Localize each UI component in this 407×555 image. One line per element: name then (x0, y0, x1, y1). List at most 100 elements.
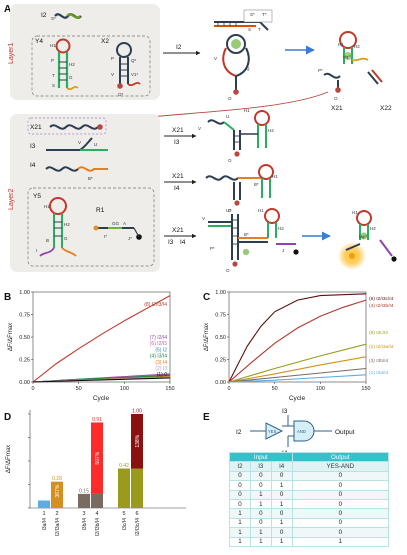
table-cell: 0 (270, 470, 293, 482)
table-cell: 0 (291, 470, 390, 482)
table-cell: 0 (249, 517, 272, 529)
truth-table-header: I3 (249, 461, 272, 472)
bar-value-label: 0.91 (92, 417, 102, 423)
table-cell: 1 (229, 536, 251, 547)
table-cell: 0 (229, 470, 251, 482)
table-cell: 0 (291, 517, 390, 529)
legend-entry: (5) I2 (155, 347, 167, 353)
x2-label: X2 (101, 38, 109, 45)
p1-v2: V (198, 126, 201, 131)
panel-d: D 0.28 367% 0.15 0.91 507% 0.42 1.00 138% 1I3a/… (4, 409, 186, 536)
y-tick-label: 0.00 (19, 380, 30, 386)
bar-base (91, 493, 103, 508)
y5-domain-b: B (46, 238, 49, 243)
bar (78, 493, 90, 508)
chart-c-xlabel: Cycle (289, 395, 306, 402)
series-line (228, 343, 367, 383)
table-cell: 0 (291, 527, 390, 538)
layer2-product-1 (207, 110, 270, 157)
series-line (228, 299, 367, 383)
table-cell: 0 (291, 498, 390, 510)
i4-strand (45, 166, 79, 172)
bar-base (131, 468, 143, 508)
p3-h2: H2 (278, 226, 284, 231)
y4-domain-g: G (69, 75, 73, 80)
panel-a: A Layer1 I2 S* Y4 H1 P H2 T G S X2 (4, 4, 397, 273)
layer2-arrow-3-in-b: I3 (168, 239, 174, 246)
layer1-label: Layer1 (8, 42, 15, 64)
legend-entry: (4) I2/I3b/I4 (369, 303, 394, 309)
p2-bstar: B* (254, 182, 259, 187)
table-cell: 0 (291, 489, 390, 500)
series-line (228, 356, 367, 383)
complex-o: O (228, 96, 232, 101)
complex-t: T (258, 27, 261, 32)
complex-q: Q (246, 66, 250, 71)
y-tick-label: 0.50 (19, 335, 30, 341)
table-cell: 0 (270, 527, 293, 538)
table-cell: 1 (270, 498, 293, 510)
layer2-x21-label: X21 (30, 124, 42, 131)
panel-e: E I2 I3 I4 YES AND Output (203, 408, 355, 457)
y4-domain-t: T (52, 73, 55, 78)
p1-h2: H2 (268, 128, 274, 133)
r1-reporter (93, 225, 142, 240)
cleaved-h1: H1 (338, 42, 344, 47)
legend-entry: (6) I2/I3 (150, 341, 167, 347)
legend-entry: (5) I3c/I4 (369, 330, 388, 336)
series-line (228, 293, 367, 383)
i2-domain-s: S* (51, 16, 56, 21)
i4-label: I4 (30, 162, 36, 169)
chart-c-legend: (6) I2/I3c/I4(4) I2/I3b/I4 (5) I3c/I4 (2) … (369, 296, 394, 376)
bar-category-label: I2/I3c/I4 (135, 518, 141, 536)
truth-table-output-group: Output (291, 451, 390, 463)
x-tick-label: 0 (31, 386, 34, 392)
legend-entry: (7) I2/I4 (150, 335, 167, 341)
x2-hairpin (116, 42, 141, 89)
panel-a-label: A (4, 4, 11, 15)
gate-input-i2: I2 (236, 429, 242, 436)
layer2-x21-strand (49, 124, 99, 130)
layer2-arrow-1-in-a: X21 (172, 127, 184, 134)
table-cell: 0 (229, 498, 251, 510)
y4-domain-s: S (52, 83, 55, 88)
x2-domain-v1star: V1* (131, 72, 139, 77)
layer1-box (10, 4, 160, 100)
x22-product-label: X22 (380, 105, 392, 112)
p2-h1: H1 (272, 174, 278, 179)
r1-domain-gg: GG (112, 221, 120, 226)
r1-label: R1 (96, 207, 105, 214)
layer2-arrow-3-in-a: X21 (172, 227, 184, 234)
table-cell: 1 (291, 536, 390, 547)
gate-output-label: Output (335, 429, 355, 436)
and-gate (293, 420, 315, 442)
logic-gate-diagram (250, 415, 332, 447)
chart-c-lines (228, 293, 367, 383)
bar-increase-label: 507% (95, 451, 101, 464)
final-h1: H1 (352, 210, 358, 215)
chart-d-ticks (28, 413, 30, 509)
bar-number-label: 3 (82, 511, 85, 517)
table-cell: 1 (249, 489, 272, 500)
truth-table-header: I4 (270, 461, 293, 472)
y-tick-label: 0.25 (19, 358, 30, 364)
layer2-arrow-3-in-c: I4 (180, 239, 186, 246)
legend-entry: (3) I4 (155, 360, 167, 366)
layer1-dashed-group (31, 35, 151, 97)
legend-entry: (3) I3b/I4 (369, 358, 389, 364)
i2-label: I2 (41, 12, 47, 19)
x21-product-label: X21 (331, 105, 343, 112)
y-tick-label: 0.25 (215, 358, 226, 364)
bar-base (51, 500, 63, 508)
y-tick-label: 0.50 (215, 335, 226, 341)
bar-value-label: 0.15 (79, 488, 89, 494)
series-line (228, 374, 367, 383)
x-tick-label: 100 (316, 386, 325, 392)
y4-domain-h2: H2 (69, 62, 75, 67)
p3-h1: H1 (258, 208, 264, 213)
chart-b-legend: (8) I2/I3/I4 (7) I2/I4(6) I2/I3(5) I2(4) … (144, 302, 167, 378)
